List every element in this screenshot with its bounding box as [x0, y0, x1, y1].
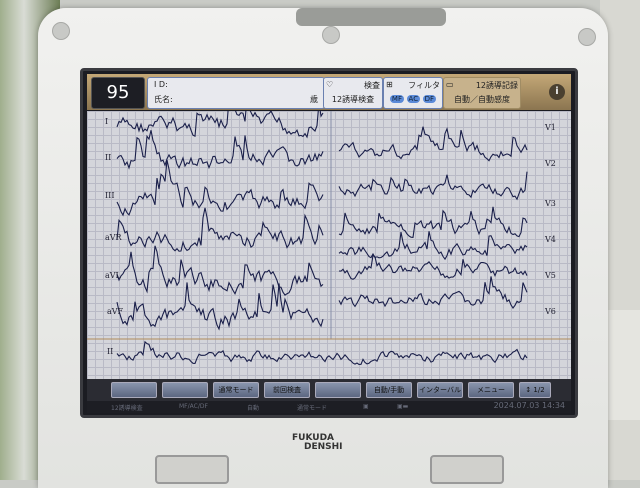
chest-lead-trace: [338, 231, 528, 261]
status-auto: 自動: [247, 405, 260, 412]
lead-label: aVF: [107, 307, 124, 316]
ecg-screen: 95 I D: 氏名: 歳 ♡ 検査 12誘導検査 ⊞ フィルタ MF AC DF …: [80, 68, 578, 418]
record-button[interactable]: ▭ 12誘導記録 自動／自動感度: [443, 77, 521, 109]
name-label: 氏名:: [154, 95, 173, 104]
patient-info[interactable]: I D: 氏名: 歳: [147, 77, 325, 109]
function-button-2[interactable]: [162, 382, 208, 398]
header-bar: 95 I D: 氏名: 歳 ♡ 検査 12誘導検査 ⊞ フィルタ MF AC DF …: [87, 74, 571, 110]
ecg-grid: I II III aVR aVL aVF II V1 V2 V3 V4 V5 V…: [87, 111, 571, 379]
record-value: 自動／自動感度: [454, 95, 510, 104]
lead-label: aVR: [105, 233, 122, 242]
info-icon[interactable]: i: [549, 84, 565, 100]
limb-lead-trace: [116, 111, 324, 139]
interval-button[interactable]: インターバル: [417, 382, 463, 398]
chest-lead-trace: [338, 171, 528, 201]
filter-df: DF: [422, 95, 437, 103]
status-bar: 12誘導検査 MF/AC/DF 自動 通常モード ▣ ▣▬ 2024.07.03…: [87, 401, 571, 413]
screw-icon: [578, 28, 596, 46]
lead-label: V2: [545, 159, 556, 168]
device-foot: [155, 455, 229, 484]
device-handle: [296, 8, 446, 26]
status-filter: MF/AC/DF: [179, 403, 208, 410]
status-mode: 通常モード: [297, 405, 328, 412]
filter-ac: AC: [406, 95, 421, 103]
chest-lead-trace: [338, 254, 528, 280]
device-foot: [430, 455, 504, 484]
lead-label: V3: [545, 199, 556, 208]
lead-label: V1: [545, 123, 556, 132]
function-bar: 通常モード 前回検査 自動/手動 インターバル メニュー ↕ 1/2: [87, 379, 571, 401]
normal-mode-button[interactable]: 通常モード: [213, 382, 259, 398]
record-icon: ▭: [446, 80, 454, 89]
datetime: 2024.07.03 14:34: [493, 401, 565, 410]
menu-button[interactable]: メニュー: [468, 382, 514, 398]
lead-label: II: [107, 347, 114, 356]
limb-lead-trace: [116, 245, 324, 296]
heart-rate: 95: [91, 77, 145, 109]
lead-label: III: [105, 191, 115, 200]
ecg-traces: [87, 111, 571, 365]
filter-icon: ⊞: [386, 80, 393, 89]
heart-12-icon: ♡: [326, 80, 334, 89]
fukuda-denshi-logo: FUKUDA DENSHI: [292, 433, 343, 452]
lead-label: I: [105, 117, 109, 126]
function-button-5[interactable]: [315, 382, 361, 398]
chest-lead-trace: [338, 126, 528, 162]
limb-lead-trace: [116, 159, 324, 217]
exam-value: 12誘導検査: [331, 95, 375, 104]
screw-icon: [52, 22, 70, 40]
battery-icon: ▣▬: [397, 403, 409, 410]
age-unit: 歳: [310, 95, 318, 104]
exam-button[interactable]: ♡ 検査 12誘導検査: [323, 77, 383, 109]
chest-lead-trace: [338, 206, 528, 238]
chest-lead-trace: [338, 276, 528, 309]
previous-exam-button[interactable]: 前回検査: [264, 382, 310, 398]
auto-manual-button[interactable]: 自動/手動: [366, 382, 412, 398]
rhythm-lead-trace: [116, 340, 528, 365]
lead-label: aVL: [105, 271, 121, 280]
limb-lead-trace: [116, 130, 324, 170]
function-button-1[interactable]: [111, 382, 157, 398]
limb-lead-trace: [116, 282, 324, 331]
print-icon: ▣: [363, 403, 369, 410]
lead-label: V4: [545, 235, 556, 244]
lead-label: V5: [545, 271, 556, 280]
filter-button[interactable]: ⊞ フィルタ MF AC DF: [383, 77, 443, 109]
status-exam: 12誘導検査: [111, 405, 143, 412]
lead-label: V6: [545, 307, 556, 316]
id-label: I D:: [154, 80, 168, 89]
limb-lead-trace: [116, 207, 324, 252]
screw-icon: [322, 26, 340, 44]
lead-label: II: [105, 153, 112, 162]
filter-mf: MF: [389, 95, 404, 103]
page-button[interactable]: ↕ 1/2: [519, 382, 551, 398]
